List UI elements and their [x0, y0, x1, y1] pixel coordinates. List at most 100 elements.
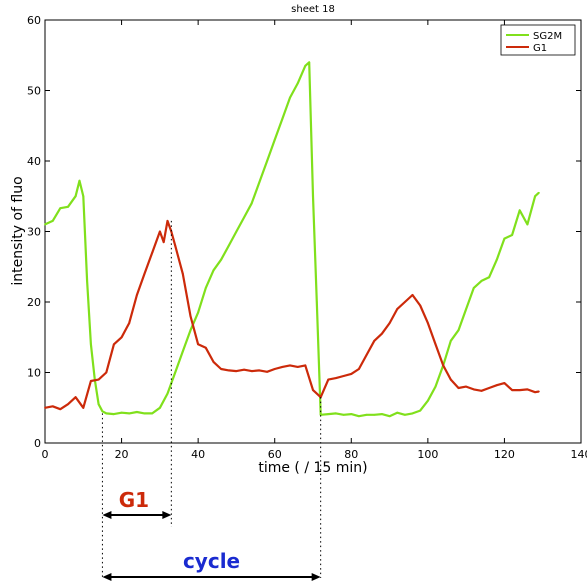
- data-point-g1: [350, 373, 353, 375]
- data-point-g1: [381, 332, 383, 335]
- data-point-sg2m: [308, 61, 311, 64]
- data-point-sg2m: [235, 230, 238, 233]
- data-point-sg2m: [426, 399, 429, 402]
- data-point-g1: [135, 294, 138, 296]
- data-point-g1: [388, 322, 391, 325]
- data-point-sg2m: [105, 412, 108, 415]
- data-point-sg2m: [434, 385, 437, 388]
- data-point-sg2m: [289, 96, 291, 99]
- data-point-sg2m: [90, 343, 92, 346]
- data-point-sg2m: [411, 412, 414, 415]
- data-point-g1: [105, 371, 108, 374]
- y-tick-label: 60: [27, 14, 41, 27]
- data-point-g1: [526, 388, 529, 391]
- x-tick-label: 60: [268, 448, 282, 461]
- data-point-sg2m: [488, 276, 491, 279]
- data-point-g1: [373, 339, 376, 342]
- x-tick-label: 120: [494, 448, 515, 461]
- data-point-sg2m: [465, 308, 468, 310]
- data-point-g1: [250, 370, 253, 372]
- data-point-sg2m: [518, 209, 521, 212]
- data-point-g1: [120, 336, 123, 339]
- data-point-sg2m: [59, 207, 62, 210]
- data-point-sg2m: [526, 223, 529, 226]
- data-point-sg2m: [449, 339, 452, 342]
- y-tick-label: 0: [34, 437, 41, 450]
- legend-label-g1: G1: [533, 43, 547, 54]
- data-point-sg2m: [304, 64, 307, 67]
- data-point-g1: [411, 294, 414, 296]
- data-point-sg2m: [212, 269, 215, 272]
- data-point-g1: [204, 346, 207, 349]
- data-point-g1: [534, 391, 536, 394]
- data-point-g1: [181, 272, 184, 275]
- annotation-g1-label: G1: [119, 488, 149, 512]
- data-point-sg2m: [113, 413, 115, 415]
- annotations: G1 cycle: [101, 220, 322, 581]
- data-point-sg2m: [197, 311, 200, 314]
- data-point-g1: [97, 378, 100, 381]
- data-point-sg2m: [97, 403, 100, 406]
- data-point-sg2m: [273, 138, 276, 141]
- data-point-g1: [358, 368, 360, 370]
- data-point-sg2m: [396, 411, 399, 414]
- data-point-sg2m: [189, 329, 192, 332]
- x-tick-label: 80: [344, 448, 358, 461]
- data-point-g1: [289, 364, 291, 367]
- data-point-sg2m: [350, 413, 353, 415]
- x-tick-label: 0: [42, 448, 49, 461]
- data-point-sg2m: [511, 234, 513, 236]
- data-point-sg2m: [335, 412, 337, 415]
- x-tick-label: 20: [115, 448, 129, 461]
- data-point-sg2m: [128, 412, 131, 415]
- data-point-sg2m: [388, 415, 391, 418]
- data-point-g1: [74, 396, 77, 399]
- y-tick-label: 30: [27, 226, 41, 239]
- data-point-g1: [174, 244, 177, 247]
- annotation-cycle-label: cycle: [183, 549, 240, 573]
- data-point-g1: [281, 365, 284, 368]
- data-point-sg2m: [503, 237, 506, 240]
- series-line-sg2m: [44, 61, 540, 418]
- plot-area: 0 20 40 60 80 100 120 140 0 10 20 30 40 50 60: [27, 14, 587, 461]
- data-point-sg2m: [44, 223, 46, 226]
- data-point-g1: [419, 304, 422, 307]
- data-point-g1: [197, 343, 200, 346]
- data-point-sg2m: [537, 191, 540, 194]
- data-point-g1: [151, 251, 154, 254]
- data-point-sg2m: [166, 392, 169, 395]
- data-point-g1: [59, 408, 62, 411]
- data-point-g1: [51, 405, 54, 408]
- data-point-g1: [220, 368, 223, 370]
- data-point-sg2m: [296, 82, 299, 85]
- x-axis-label: time ( / 15 min): [258, 460, 367, 476]
- x-tick-label: 140: [571, 448, 587, 461]
- legend-label-sg2m: SG2M: [533, 31, 562, 42]
- data-point-g1: [312, 389, 314, 392]
- data-point-g1: [90, 380, 92, 382]
- data-point-g1: [488, 387, 491, 389]
- data-point-sg2m: [227, 244, 230, 247]
- data-point-sg2m: [82, 195, 85, 198]
- y-axis-label: intensity of fluo: [10, 176, 26, 285]
- data-point-g1: [212, 361, 215, 363]
- data-point-sg2m: [243, 216, 245, 219]
- data-point-sg2m: [342, 413, 345, 416]
- data-point-sg2m: [204, 287, 207, 289]
- data-point-sg2m: [495, 258, 498, 261]
- y-tick-label: 50: [27, 85, 41, 98]
- data-point-g1: [189, 315, 192, 317]
- data-point-sg2m: [266, 160, 268, 162]
- data-point-sg2m: [220, 258, 223, 261]
- data-point-sg2m: [174, 371, 177, 374]
- data-point-sg2m: [78, 179, 81, 182]
- series-line-g1: [44, 219, 540, 411]
- data-point-sg2m: [158, 406, 161, 409]
- g1-arrow-head-right: [162, 511, 172, 519]
- data-point-g1: [511, 389, 513, 392]
- data-point-g1: [442, 364, 445, 367]
- data-point-sg2m: [534, 195, 536, 198]
- data-point-sg2m: [74, 195, 77, 198]
- data-point-g1: [465, 385, 468, 388]
